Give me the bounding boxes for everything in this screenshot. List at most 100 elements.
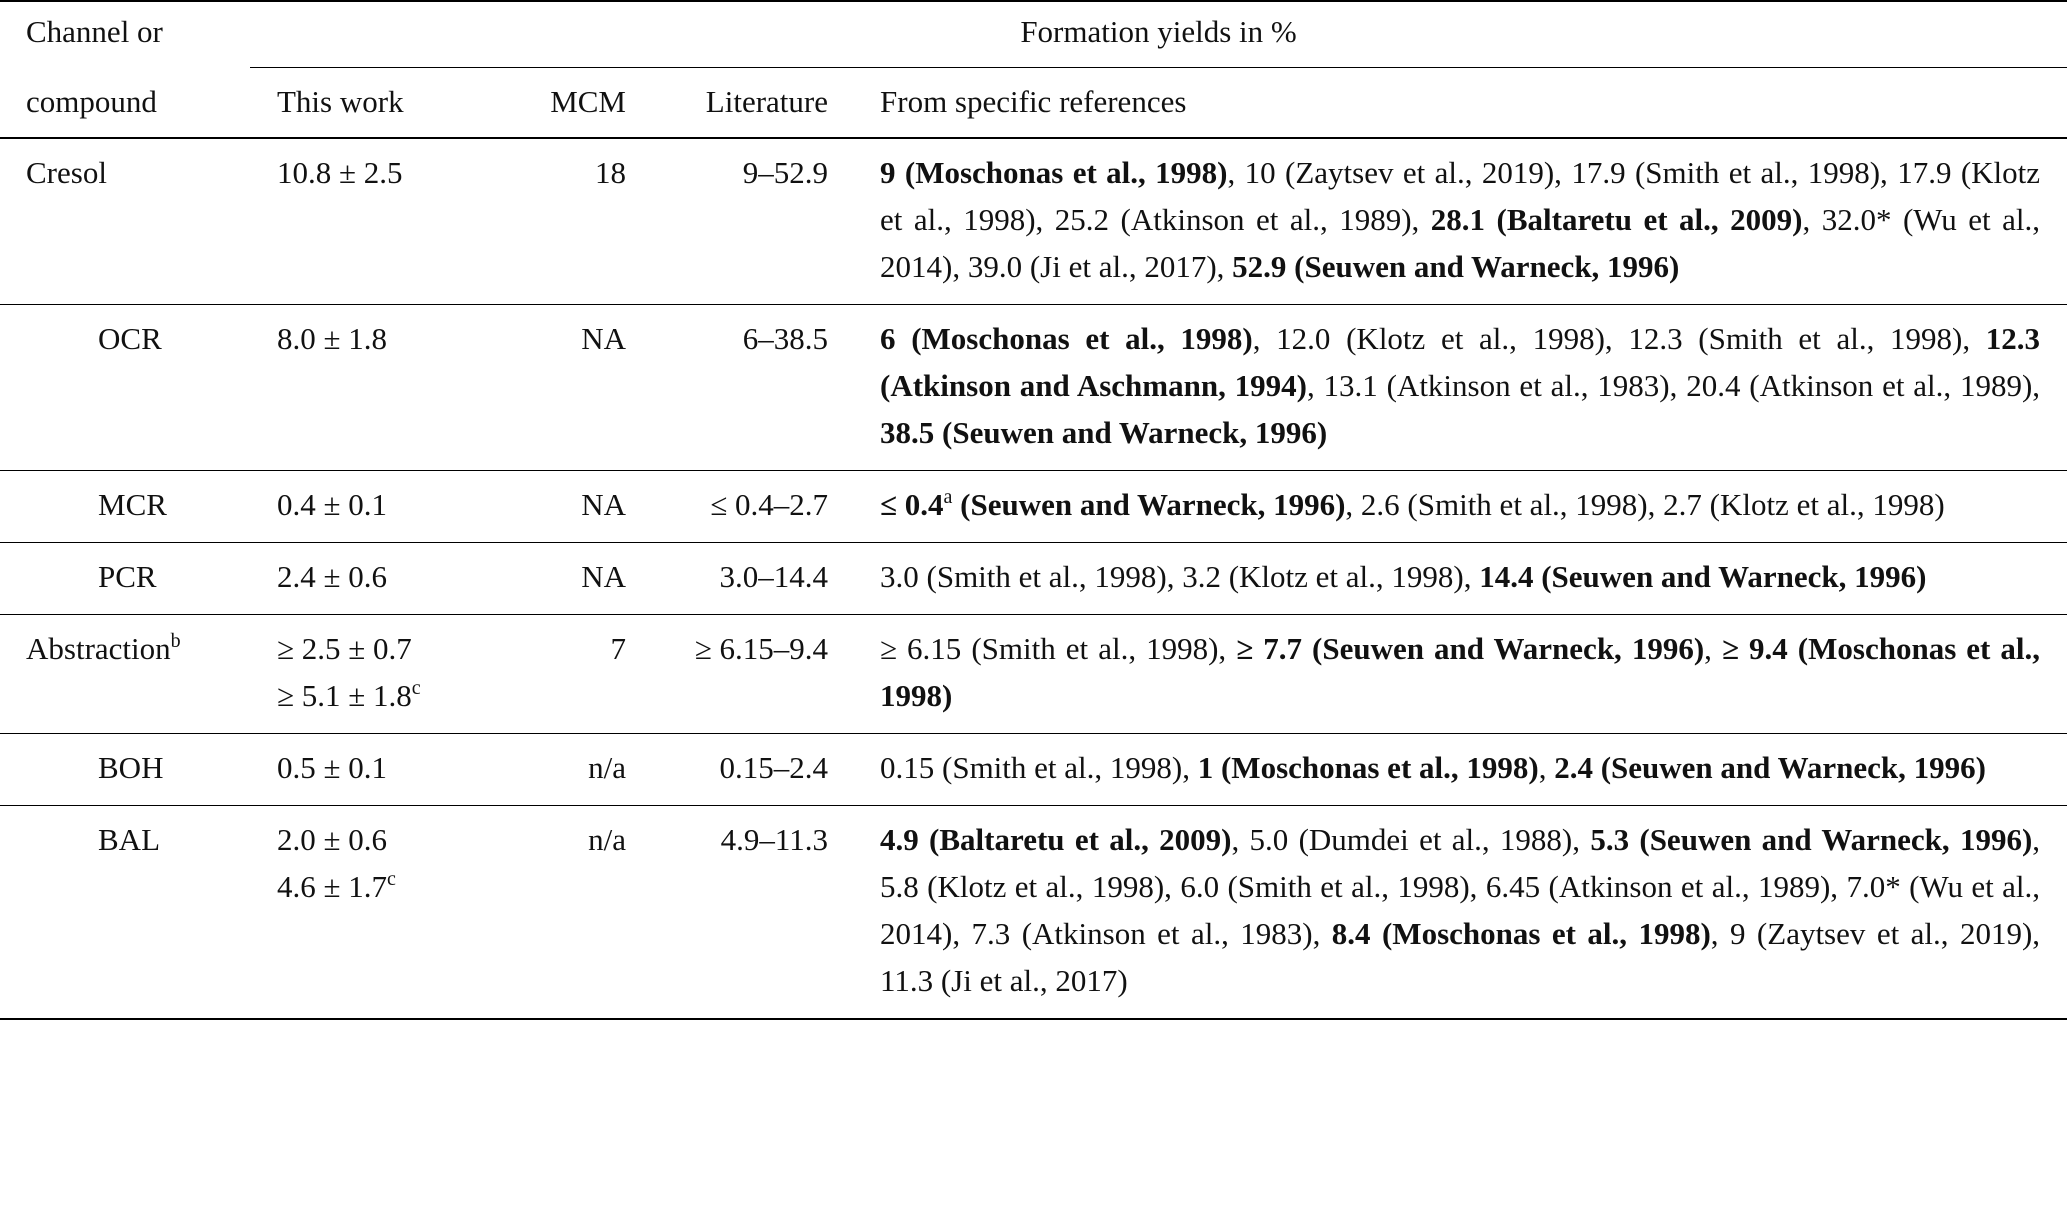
text-run: ≥ 9.4 (Moschonas et al., 1998): [880, 631, 2041, 713]
text-run: 1 (Moschonas et al., 1998): [1197, 750, 1539, 785]
header-group: Formation yields in %: [250, 0, 2067, 68]
table-body: Cresol 10.8 ± 2.5 18 9–52.9 9 (Moschonas et …: [0, 138, 2067, 1020]
text-run: , 13.1 (Atkinson et al., 1983), 20.4 (At…: [1306, 368, 2041, 403]
superscript: b: [170, 630, 181, 652]
text-run: 8.4 (Moschonas et al., 1998): [1331, 916, 1711, 951]
text-run: ,: [1538, 750, 1555, 785]
text-run: 2.4 (Seuwen and Warneck, 1996): [1554, 750, 1986, 785]
value-line: 8.0 ± 1.8: [277, 315, 520, 362]
text-run: 0.4 ± 0.1: [277, 487, 388, 522]
mcm-cell: NA: [520, 542, 640, 615]
text-run: , 10 (Zaytsev et al., 2019), 17.9 (Smith…: [880, 155, 2041, 237]
text-run: 4.9 (Baltaretu et al., 2009): [880, 822, 1232, 857]
value-line: ≥ 5.1 ± 1.8c: [277, 672, 520, 719]
literature-cell: 6–38.5: [640, 304, 842, 471]
table-row: MCR 0.4 ± 0.1 NA ≤ 0.4–2.7 ≤ 0.4a (Seuwen an…: [0, 470, 2067, 543]
references-cell: 4.9 (Baltaretu et al., 2009), 5.0 (Dumde…: [842, 805, 2067, 1020]
table-row: BOH 0.5 ± 0.1 n/a 0.15–2.4 0.15 (Smith et al…: [0, 733, 2067, 806]
superscript: c: [387, 868, 396, 890]
text-run: (Seuwen and Warneck, 1996): [952, 487, 1346, 522]
superscript: a: [943, 486, 953, 508]
text-run: ≤ 0.4: [880, 487, 944, 522]
mcm-cell: 18: [595, 155, 626, 190]
value-line: 2.0 ± 0.6: [277, 816, 520, 863]
text-run: Abstraction: [26, 631, 171, 666]
compound-cell: OCR: [0, 304, 250, 471]
value-line: 0.5 ± 0.1: [277, 744, 520, 791]
literature-cell: 4.9–11.3: [640, 805, 842, 1020]
header-cell: From specific references: [842, 67, 2067, 139]
text-run: ,: [1704, 631, 1722, 666]
compound-cell: PCR: [0, 542, 250, 615]
text-run: Cresol: [26, 155, 107, 190]
this-work-cell: 0.4 ± 0.1: [250, 470, 520, 543]
compound-cell: MCR: [0, 470, 250, 543]
value-line: 4.6 ± 1.7c: [277, 863, 520, 910]
value-line: 10.8 ± 2.5: [277, 149, 520, 196]
mcm-cell: NA: [520, 304, 640, 471]
text-run: 9 (Moschonas et al., 1998): [880, 155, 1228, 190]
table-row: BAL 2.0 ± 0.6 4.6 ± 1.7c n/a 4.9–11.3 4.9 (Ba…: [0, 805, 2067, 1020]
compound-cell: Cresol: [0, 138, 250, 305]
header-cell: MCM: [520, 67, 640, 139]
yields-table: Channel or Formation yields in % compoun…: [0, 0, 2067, 1020]
header-cell: This work: [250, 67, 520, 139]
table-row: OCR 8.0 ± 1.8 NA 6–38.5 6 (Moschonas et al.,…: [0, 304, 2067, 471]
text-run: 0.15 (Smith et al., 1998),: [880, 750, 1198, 785]
text-run: 5.3 (Seuwen and Warneck, 1996): [1590, 822, 2033, 857]
references-cell: 9 (Moschonas et al., 1998), 10 (Zaytsev …: [842, 138, 2067, 305]
text-run: 28.1 (Baltaretu et al., 2009): [1430, 202, 1803, 237]
text-run: BOH: [98, 750, 164, 785]
text-run: 38.5 (Seuwen and Warneck, 1996): [880, 415, 1328, 450]
compound-cell: BAL: [0, 805, 250, 1020]
mcm-cell: n/a: [520, 733, 640, 806]
table-row: PCR 2.4 ± 0.6 NA 3.0–14.4 3.0 (Smith et al.,…: [0, 542, 2067, 615]
text-run: , 9 (Zaytsev et al., 2019), 11.3 (Ji et …: [880, 916, 2041, 998]
header-cell: Literature: [640, 67, 842, 139]
mcm-cell: 7: [520, 614, 640, 734]
value-line: ≥ 2.5 ± 0.7: [277, 625, 520, 672]
text-run: , 2.6 (Smith et al., 1998), 2.7 (Klotz e…: [1345, 487, 1945, 522]
text-run: ≥ 7.7 (Seuwen and Warneck, 1996): [1236, 631, 1705, 666]
value-line: 2.4 ± 0.6: [277, 553, 520, 600]
table-row: Abstractionb ≥ 2.5 ± 0.7 ≥ 5.1 ± 1.8c 7 ≥ 6.…: [0, 614, 2067, 734]
text-run: 2.0 ± 0.6: [277, 822, 388, 857]
table-row: Cresol 10.8 ± 2.5 18 9–52.9 9 (Moschonas et …: [0, 138, 2067, 305]
text-run: BAL: [98, 822, 160, 857]
this-work-cell: ≥ 2.5 ± 0.7 ≥ 5.1 ± 1.8c: [250, 614, 520, 734]
text-run: ≥ 6.15 (Smith et al., 1998),: [880, 631, 1237, 666]
text-run: , 5.0 (Dumdei et al., 1988),: [1231, 822, 1591, 857]
text-run: OCR: [98, 321, 162, 356]
text-run: MCR: [98, 487, 167, 522]
this-work-cell: 2.0 ± 0.6 4.6 ± 1.7c: [250, 805, 520, 1020]
superscript: c: [411, 677, 421, 699]
literature-cell: 9–52.9: [742, 155, 828, 190]
text-run: 12.3 (Atkinson and Aschmann, 1994): [880, 321, 2041, 403]
text-run: 8.0 ± 1.8: [277, 321, 388, 356]
text-run: 2.4 ± 0.6: [277, 559, 388, 594]
this-work-cell: 0.5 ± 0.1: [250, 733, 520, 806]
references-cell: ≤ 0.4a (Seuwen and Warneck, 1996), 2.6 (…: [842, 470, 2067, 543]
text-run: PCR: [98, 559, 157, 594]
literature-cell: ≥ 6.15–9.4: [640, 614, 842, 734]
references-cell: 0.15 (Smith et al., 1998), 1 (Moschonas …: [842, 733, 2067, 806]
header-cell: Channel or: [0, 0, 250, 68]
references-cell: ≥ 6.15 (Smith et al., 1998), ≥ 7.7 (Seuw…: [842, 614, 2067, 734]
text-run: 0.5 ± 0.1: [277, 750, 388, 785]
mcm-cell: NA: [520, 470, 640, 543]
header-row: Channel or Formation yields in %: [0, 0, 2067, 68]
references-cell: 6 (Moschonas et al., 1998), 12.0 (Klotz …: [842, 304, 2067, 471]
header-cell: compound: [0, 67, 250, 139]
literature-cell: 0.15–2.4: [640, 733, 842, 806]
literature-cell: ≤ 0.4–2.7: [640, 470, 842, 543]
text-run: , 12.0 (Klotz et al., 1998), 12.3 (Smith…: [1252, 321, 1986, 356]
text-run: , 32.0* (Wu et al., 2014), 39.0 (Ji et a…: [880, 202, 2041, 284]
this-work-cell: 8.0 ± 1.8: [250, 304, 520, 471]
this-work-cell: 10.8 ± 2.5: [250, 138, 520, 305]
literature-cell: 3.0–14.4: [640, 542, 842, 615]
text-run: 10.8 ± 2.5: [277, 155, 403, 190]
references-cell: 3.0 (Smith et al., 1998), 3.2 (Klotz et …: [842, 542, 2067, 615]
compound-cell: BOH: [0, 733, 250, 806]
text-run: 4.6 ± 1.7: [277, 869, 388, 904]
